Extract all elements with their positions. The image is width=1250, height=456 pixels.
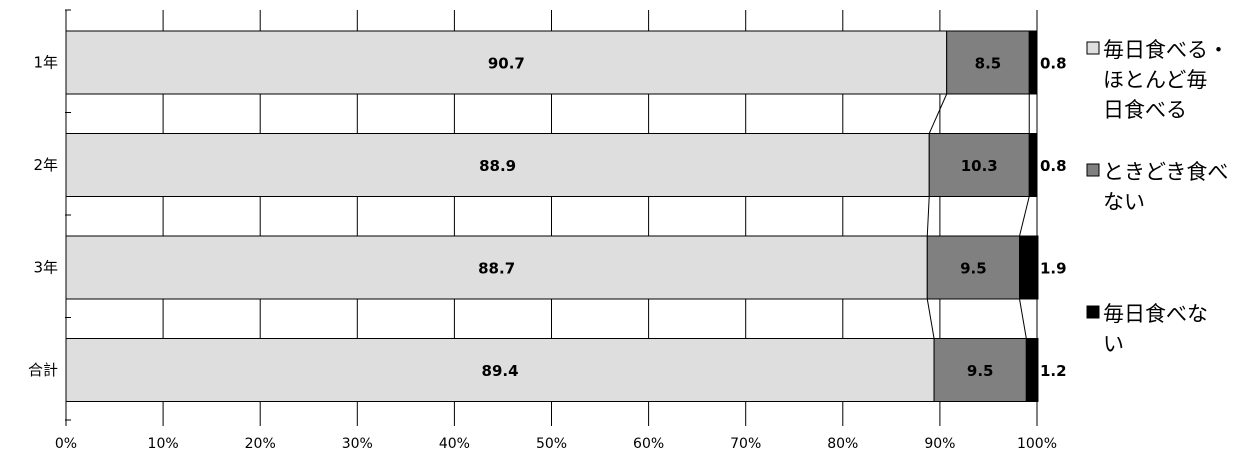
legend-label: ない [1103,190,1145,214]
x-tick-label: 60% [633,436,664,452]
x-tick-label: 80% [827,436,858,452]
bar-segment-3 [1025,338,1039,402]
category-label: 1年 [33,54,58,72]
bar-segment-1 [65,235,928,300]
bar-segment-1 [65,338,935,402]
data-label: 9.5 [960,260,987,278]
data-label: 9.5 [967,362,994,380]
legend-label: ほとんど毎 [1103,68,1207,92]
bar-segment-2 [928,133,1030,197]
data-label: 0.8 [1040,55,1067,73]
x-tick-label: 100% [1017,436,1057,452]
legend-label: い [1103,332,1124,356]
bar-segment-2 [926,235,1021,300]
legend-label: 毎日食べな [1103,302,1208,326]
data-label: 8.5 [975,55,1002,73]
data-label: 1.9 [1040,260,1067,278]
bar-segment-2 [946,30,1030,95]
data-label: 1.2 [1040,362,1067,380]
x-tick-label: 10% [148,436,179,452]
series-line [1019,298,1027,339]
category-label: 合計 [28,361,58,379]
bar-segment-3 [1028,30,1038,95]
x-tick-label: 40% [439,436,470,452]
x-tick-label: 50% [536,436,567,452]
bar-segment-3 [1019,235,1039,300]
series-line [928,93,948,134]
x-tick-label: 90% [924,436,955,452]
series-line [1019,196,1030,237]
x-tick-label: 0% [55,436,77,452]
bar-segment-3 [1028,133,1038,197]
bar-segment-2 [933,338,1027,402]
data-label: 88.9 [479,157,516,175]
series-line [926,196,930,237]
legend-swatch [1086,305,1100,319]
data-label: 10.3 [961,157,998,175]
category-label: 2年 [33,156,58,174]
legend-label: 毎日食べる・ [1103,38,1229,62]
x-tick-label: 20% [245,436,276,452]
legend-swatch [1086,163,1100,177]
legend-label: ときどき食べ [1103,160,1228,184]
x-tick-label: 30% [342,436,373,452]
bar-segment-1 [65,133,930,197]
category-label: 3年 [33,259,58,277]
data-label: 90.7 [488,55,525,73]
series-line [926,298,935,339]
legend-label: 日食べる [1103,98,1187,122]
data-label: 89.4 [482,362,519,380]
data-label: 88.7 [478,260,515,278]
x-tick-label: 70% [730,436,761,452]
legend-swatch [1086,41,1100,55]
data-label: 0.8 [1040,157,1067,175]
